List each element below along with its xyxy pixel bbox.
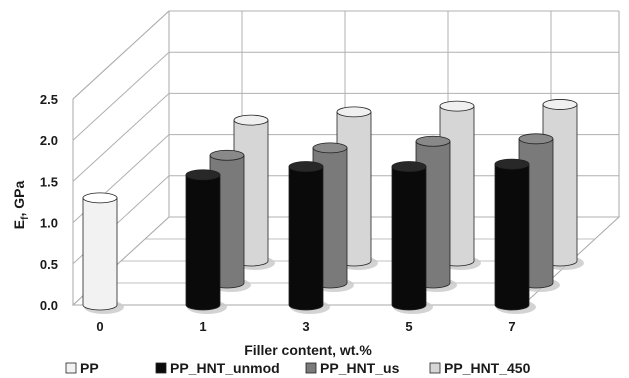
y-axis-title-sub: f — [20, 216, 31, 220]
bar-top — [542, 99, 578, 110]
bar-PP-0 — [82, 192, 124, 314]
bar-top — [209, 149, 245, 161]
y-axis-ticks: 0.0 0.5 1.0 1.5 2.0 2.5 — [40, 92, 58, 313]
y-tick-label: 2.0 — [40, 133, 58, 148]
y-tick-label: 1.5 — [40, 174, 58, 189]
bar-top — [518, 133, 554, 145]
bar-top — [494, 158, 530, 170]
bar-PP_HNT_unmod-3 — [288, 161, 330, 314]
y-axis-title-main: E — [11, 220, 27, 229]
x-axis-ticks: 0 1 3 5 7 — [96, 319, 515, 334]
bars — [82, 99, 584, 314]
bar-PP_HNT_unmod-5 — [391, 161, 433, 314]
bar-body — [185, 174, 221, 311]
bar-body — [391, 166, 427, 311]
y-axis-title-rest: , GPa — [11, 181, 27, 217]
bar-top — [439, 100, 475, 112]
x-tick-label: 1 — [199, 319, 206, 334]
legend-label: PP_HNT_unmod — [170, 360, 280, 376]
bar-body — [494, 163, 530, 311]
bar-top — [336, 106, 372, 118]
legend-swatch — [65, 362, 77, 374]
bar-top — [288, 161, 324, 172]
y-tick-label: 2.5 — [40, 92, 58, 107]
legend-label: PP_HNT_450 — [444, 360, 531, 376]
bar-PP_HNT_unmod-7 — [494, 158, 536, 314]
legend-swatch — [305, 362, 317, 374]
horizontal-gridline — [72, 92, 619, 182]
horizontal-gridline — [72, 10, 619, 100]
legend-swatch — [155, 362, 167, 374]
x-tick-label: 7 — [508, 319, 515, 334]
horizontal-gridline — [72, 51, 619, 141]
x-tick-label: 3 — [302, 319, 309, 334]
bar-body — [288, 166, 324, 311]
legend-label: PP_HNT_us — [320, 360, 400, 376]
bar-top — [415, 135, 451, 147]
bar-top — [233, 114, 269, 126]
legend-swatch — [429, 362, 441, 374]
bar-body — [82, 197, 118, 311]
x-tick-label: 5 — [405, 319, 412, 334]
x-axis-title: Filler content, wt.% — [244, 342, 372, 358]
y-tick-label: 1.0 — [40, 216, 58, 231]
legend-label: PP — [80, 360, 99, 376]
bar-top — [82, 192, 118, 204]
bar-PP_HNT_unmod-1 — [185, 169, 227, 314]
y-tick-label: 0.5 — [40, 257, 58, 272]
legend: PP PP_HNT_unmod PP_HNT_us PP_HNT_450 — [65, 360, 531, 376]
x-tick-label: 0 — [96, 319, 103, 334]
bar-top — [185, 169, 221, 181]
bar-top — [312, 142, 348, 154]
bar-top — [391, 161, 427, 172]
y-axis-title: Ef, GPa — [11, 181, 31, 230]
y-tick-label: 0.0 — [40, 298, 58, 313]
